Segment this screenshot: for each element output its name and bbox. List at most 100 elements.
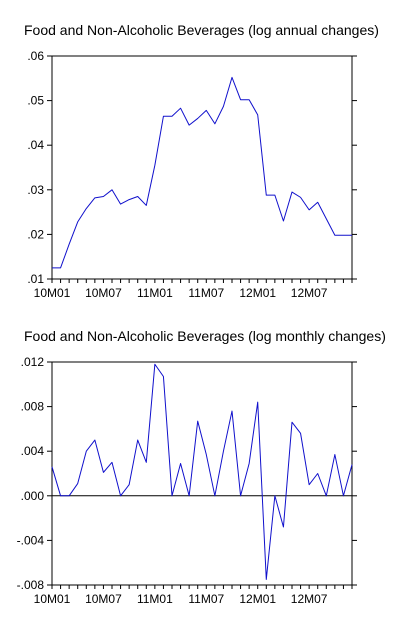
data-point	[257, 401, 259, 403]
data-point	[334, 234, 336, 236]
x-tick-label: 11M07	[188, 286, 224, 300]
monthly-changes-chart: -.008 -.004 .000 .004 .008 .012 10M01 10M07 11M0…	[17, 355, 357, 606]
x-tick-label: 10M07	[85, 286, 122, 300]
annual-changes-chart: .01 .02 .03 .04 .05 .06 10M01 10M07 11M01 11M07 12…	[27, 49, 357, 300]
data-point	[291, 421, 293, 423]
chart-title-monthly: Food and Non-Alcoholic Beverages (log mo…	[24, 328, 386, 344]
data-point	[265, 194, 267, 196]
data-point	[351, 234, 353, 236]
data-point	[163, 115, 165, 117]
x-tick-label: 12M07	[291, 592, 328, 606]
data-point	[51, 267, 53, 269]
data-point	[300, 197, 302, 199]
data-point	[308, 484, 310, 486]
data-point	[308, 209, 310, 211]
data-point	[128, 484, 130, 486]
data-point	[248, 99, 250, 101]
data-point	[94, 439, 96, 441]
data-point	[120, 495, 122, 497]
data-point	[68, 243, 70, 245]
x-tick-label: 10M01	[34, 286, 71, 300]
x-tick-label: 10M07	[85, 592, 122, 606]
data-point	[154, 363, 156, 365]
data-point	[68, 495, 70, 497]
y-tick-label: .06	[27, 49, 44, 63]
data-point	[103, 472, 105, 474]
data-point	[60, 495, 62, 497]
data-point	[343, 234, 345, 236]
data-point	[103, 196, 105, 198]
data-point	[154, 164, 156, 166]
data-point	[180, 463, 182, 465]
data-point	[120, 203, 122, 205]
data-point	[171, 115, 173, 117]
data-point	[128, 199, 130, 201]
data-point	[317, 473, 319, 475]
plot-frame	[51, 55, 353, 280]
data-point	[163, 376, 165, 378]
y-tick-label: .012	[21, 355, 45, 369]
data-point	[343, 495, 345, 497]
y-tick-label: .004	[21, 444, 45, 458]
data-point	[223, 450, 225, 452]
x-tick-label: 12M01	[239, 592, 276, 606]
x-tick-label: 11M01	[137, 592, 173, 606]
data-point	[240, 99, 242, 101]
y-tick-label: .01	[27, 272, 44, 286]
x-tick-label: 11M01	[137, 286, 173, 300]
data-point	[188, 124, 190, 126]
data-point	[137, 196, 139, 198]
y-tick-label: -.008	[17, 578, 45, 592]
data-point	[77, 221, 79, 223]
data-point	[205, 454, 207, 456]
data-point	[283, 526, 285, 528]
data-point	[248, 463, 250, 465]
y-tick-label: -.004	[17, 533, 45, 547]
data-point	[111, 189, 113, 191]
data-point	[137, 439, 139, 441]
y-tick-label: .000	[21, 489, 45, 503]
data-point	[257, 114, 259, 116]
data-point	[291, 191, 293, 193]
data-point	[180, 107, 182, 109]
data-point	[77, 483, 79, 485]
plot-frame	[51, 361, 353, 586]
data-point	[223, 106, 225, 108]
chart-title-annual: Food and Non-Alcoholic Beverages (log an…	[24, 22, 379, 38]
data-point	[300, 433, 302, 435]
data-point	[111, 462, 113, 464]
annual-series-line	[52, 76, 352, 269]
data-point	[231, 77, 233, 79]
data-point	[85, 208, 87, 210]
data-point	[197, 420, 199, 422]
data-point	[283, 220, 285, 222]
data-point	[351, 464, 353, 466]
data-point	[274, 194, 276, 196]
y-tick-label: .03	[27, 183, 44, 197]
x-tick-label: 12M01	[239, 286, 276, 300]
data-point	[145, 205, 147, 207]
y-tick-label: .04	[27, 138, 44, 152]
y-tick-label: .02	[27, 227, 44, 241]
data-point	[334, 454, 336, 456]
data-point	[325, 495, 327, 497]
x-tick-label: 11M07	[188, 592, 224, 606]
x-tick-label: 12M07	[291, 286, 328, 300]
monthly-series-line	[51, 363, 353, 580]
y-tick-label: .008	[21, 400, 45, 414]
data-point	[274, 495, 276, 497]
data-point	[265, 579, 267, 581]
data-point	[51, 466, 53, 468]
data-point	[171, 495, 173, 497]
data-point	[60, 267, 62, 269]
data-point	[188, 495, 190, 497]
data-point	[231, 410, 233, 412]
data-point	[197, 118, 199, 120]
data-point	[325, 218, 327, 220]
data-point	[145, 462, 147, 464]
data-point	[214, 123, 216, 125]
data-point	[205, 110, 207, 112]
data-point	[317, 201, 319, 203]
data-point	[94, 197, 96, 199]
